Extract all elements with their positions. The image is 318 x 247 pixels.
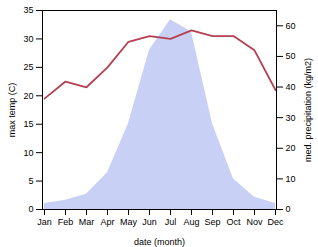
svg-text:Mar: Mar (79, 217, 95, 227)
svg-text:Apr: Apr (100, 217, 114, 227)
svg-text:Dec: Dec (267, 217, 284, 227)
svg-text:May: May (120, 217, 138, 227)
svg-text:date (month): date (month) (134, 237, 185, 247)
svg-text:Sep: Sep (204, 217, 220, 227)
svg-text:40: 40 (286, 82, 296, 92)
svg-text:25: 25 (23, 62, 33, 72)
svg-text:Feb: Feb (58, 217, 74, 227)
svg-text:0: 0 (286, 204, 291, 214)
svg-text:30: 30 (23, 34, 33, 44)
svg-text:Nov: Nov (246, 217, 263, 227)
svg-text:35: 35 (23, 5, 33, 15)
svg-text:60: 60 (286, 21, 296, 31)
svg-text:10: 10 (23, 148, 33, 158)
svg-text:15: 15 (23, 119, 33, 129)
svg-text:Jul: Jul (165, 217, 177, 227)
svg-text:20: 20 (23, 91, 33, 101)
svg-text:10: 10 (286, 174, 296, 184)
svg-text:30: 30 (286, 113, 296, 123)
svg-text:Oct: Oct (226, 217, 241, 227)
svg-text:Aug: Aug (183, 217, 199, 227)
svg-text:max temp (C): max temp (C) (7, 83, 17, 138)
svg-text:20: 20 (286, 143, 296, 153)
svg-text:Jun: Jun (142, 217, 157, 227)
svg-text:0: 0 (28, 204, 33, 214)
svg-text:med. precipitation (kg/m2): med. precipitation (kg/m2) (303, 58, 313, 162)
svg-text:50: 50 (286, 51, 296, 61)
svg-text:Jan: Jan (37, 217, 52, 227)
svg-text:5: 5 (28, 176, 33, 186)
